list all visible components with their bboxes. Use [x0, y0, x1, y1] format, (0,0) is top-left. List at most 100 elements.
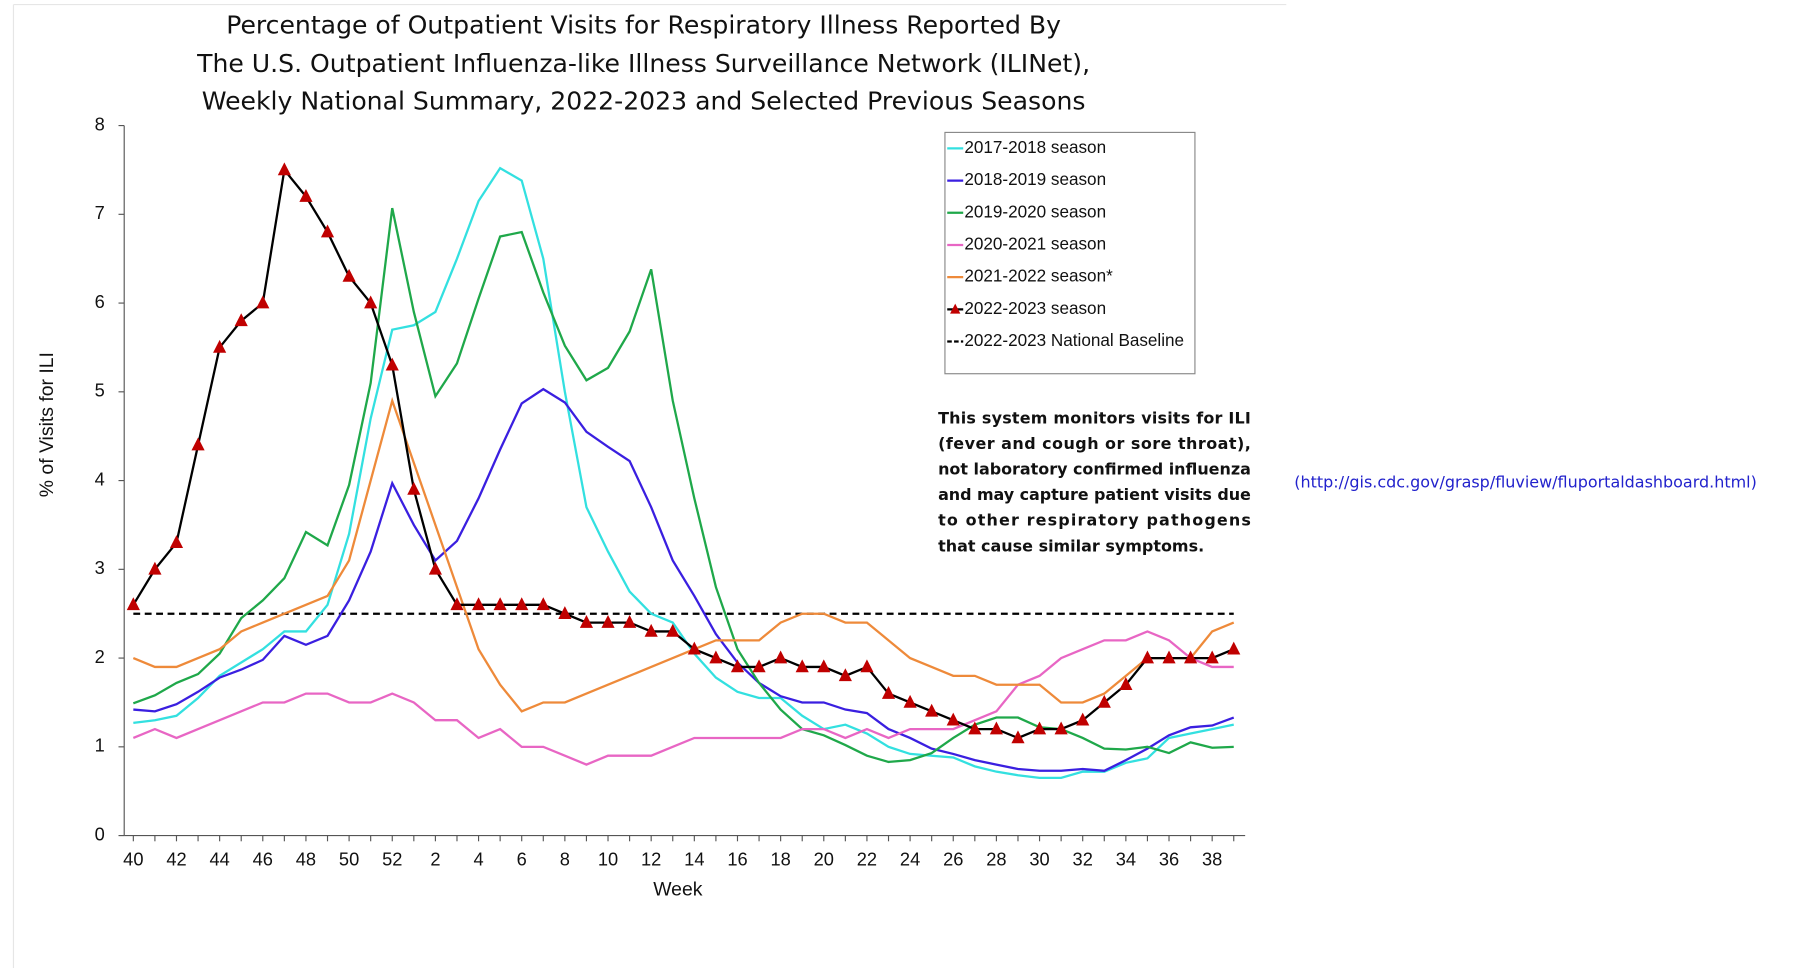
annotation: that cause similar symptoms.	[938, 536, 1204, 555]
series-marker	[148, 561, 162, 575]
series-line	[133, 387, 1235, 772]
series-marker	[1227, 641, 1241, 655]
series-marker	[277, 162, 291, 176]
series-line	[132, 630, 1234, 766]
legend-label: 2022-2023 National Baseline	[964, 331, 1184, 350]
source-link[interactable]: (http://gis.cdc.gov/grasp/fluview/flupor…	[1294, 472, 1757, 491]
x-tick-label: 52	[382, 849, 402, 870]
series-marker	[579, 615, 594, 628]
series-marker	[709, 650, 723, 664]
series-marker	[1076, 712, 1090, 726]
series-marker	[1184, 650, 1198, 664]
series-marker	[471, 597, 486, 611]
series-marker	[1097, 694, 1111, 708]
y-tick-label: 7	[95, 202, 105, 223]
x-tick-label: 2	[430, 849, 440, 870]
series-marker	[623, 615, 637, 628]
series-marker	[450, 597, 464, 611]
x-tick-label: 28	[986, 849, 1006, 870]
annotation: not laboratory confirmed influenza	[938, 460, 1251, 479]
series-marker	[1011, 730, 1025, 744]
series-marker	[968, 721, 982, 735]
series-marker	[903, 694, 917, 708]
x-tick-label: 8	[560, 849, 570, 870]
series-marker	[234, 313, 248, 327]
x-tick-label: 24	[900, 849, 920, 870]
x-tick-label: 12	[641, 849, 661, 870]
chart-title: Weekly National Summary, 2022-2023 and S…	[202, 87, 1086, 116]
legend-marker	[950, 303, 961, 314]
series-marker	[428, 561, 442, 575]
series-marker	[881, 686, 896, 699]
x-tick-label: 40	[123, 849, 143, 870]
x-tick-label: 34	[1116, 849, 1136, 870]
legend-label: 2022-2023 season	[964, 299, 1106, 318]
y-tick-label: 4	[95, 468, 105, 489]
x-tick-label: 26	[943, 849, 963, 870]
series-marker	[666, 623, 680, 637]
annotation: This system monitors visits for ILI	[938, 408, 1251, 427]
x-tick-label: 42	[166, 849, 186, 870]
legend-label: 2017-2018 season	[964, 138, 1106, 157]
series-marker	[687, 641, 701, 655]
series-marker	[795, 659, 809, 673]
x-tick-label: 44	[209, 849, 229, 870]
y-tick-label: 2	[95, 646, 105, 667]
legend-label: 2021-2022 season*	[964, 267, 1113, 286]
x-tick-label: 38	[1202, 849, 1222, 870]
series-marker	[1205, 650, 1219, 664]
series-line	[132, 167, 1235, 740]
series-marker	[774, 650, 788, 664]
series-marker	[364, 295, 378, 309]
x-axis-label: Week	[653, 879, 703, 901]
x-tick-label: 14	[684, 849, 704, 870]
x-tick-label: 48	[296, 849, 316, 870]
series-marker	[1140, 650, 1155, 664]
x-tick-label: 6	[517, 849, 527, 870]
series-marker	[601, 615, 615, 628]
series-marker	[320, 224, 335, 238]
annotation: to other respiratory pathogens	[938, 511, 1251, 530]
x-tick-label: 22	[857, 849, 877, 870]
series-marker	[558, 606, 572, 619]
x-tick-label: 50	[339, 849, 359, 870]
series-marker	[860, 659, 874, 673]
series-marker	[515, 597, 529, 611]
series-line	[133, 166, 1234, 780]
series-marker	[644, 623, 658, 637]
series-marker	[191, 437, 205, 451]
series-marker	[493, 597, 507, 611]
series-marker	[536, 597, 550, 611]
series-marker	[1162, 650, 1176, 664]
x-tick-label: 46	[253, 849, 273, 870]
legend-label: 2019-2020 season	[964, 202, 1106, 221]
series-line	[132, 396, 1235, 713]
series-marker	[213, 339, 227, 353]
series-marker	[385, 357, 399, 371]
series-marker	[169, 535, 184, 548]
series-marker	[1119, 677, 1133, 690]
y-tick-label: 6	[95, 291, 105, 312]
series-marker	[752, 659, 766, 673]
legend-box	[944, 131, 1196, 375]
legend-label: 2018-2019 season	[964, 170, 1106, 189]
series-marker	[838, 668, 852, 682]
x-tick-label: 36	[1159, 849, 1179, 870]
x-tick-label: 30	[1029, 849, 1049, 870]
series-marker	[407, 481, 421, 495]
series-marker	[817, 659, 831, 673]
series-marker	[989, 721, 1003, 735]
annotation: (fever and cough or sore throat),	[938, 434, 1251, 453]
x-tick-label: 4	[473, 849, 483, 870]
series-marker	[925, 703, 939, 717]
y-tick-label: 0	[95, 823, 105, 844]
y-tick-label: 8	[95, 113, 105, 134]
series-marker	[299, 189, 313, 202]
series-marker	[730, 659, 745, 673]
chart-title: The U.S. Outpatient Influenza-like Illne…	[196, 49, 1090, 78]
y-axis-label: % of Visits for ILI	[36, 352, 58, 497]
chart-title: Percentage of Outpatient Visits for Resp…	[226, 10, 1061, 39]
y-tick-label: 5	[95, 380, 105, 401]
